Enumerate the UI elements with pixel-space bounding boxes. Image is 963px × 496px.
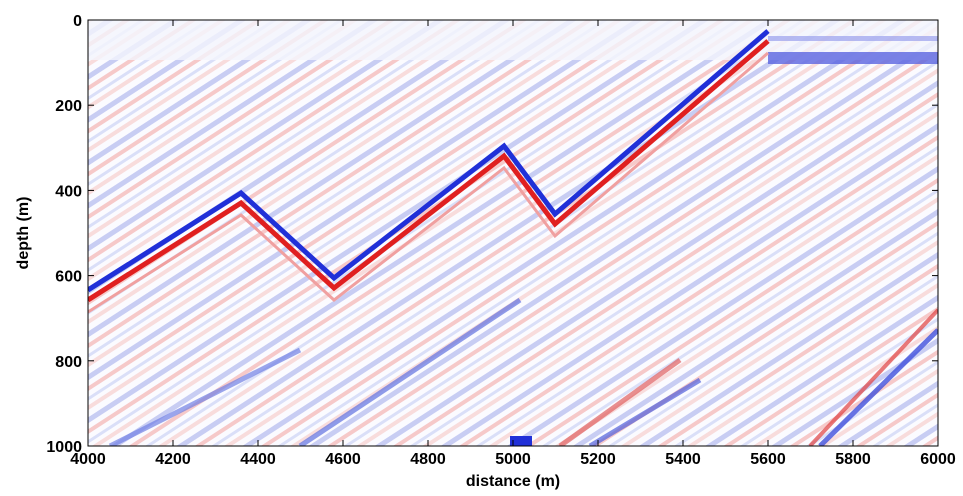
x-tick-label: 5000 [495, 451, 531, 468]
reflector [510, 436, 532, 446]
y-tick-label: 200 [55, 98, 82, 115]
reflector [298, 297, 522, 446]
y-tick-label: 600 [55, 269, 82, 286]
seismic-image [88, 20, 938, 446]
reflector [88, 29, 770, 293]
y-tick-label: 800 [55, 354, 82, 371]
reflector [88, 51, 769, 314]
x-tick-label: 5200 [580, 451, 616, 468]
reflector [558, 357, 682, 446]
reflector [88, 39, 770, 303]
y-axis-label: depth (m) [15, 197, 32, 270]
reflector [108, 347, 302, 446]
x-tick-label: 4600 [325, 451, 361, 468]
reflector [768, 36, 938, 41]
reflector [808, 308, 938, 446]
reflector [768, 52, 938, 64]
x-tick-label: 5400 [665, 451, 701, 468]
image-background [88, 20, 938, 446]
x-tick-label: 4200 [155, 451, 191, 468]
y-tick-label: 400 [55, 183, 82, 200]
x-tick-label: 5600 [750, 451, 786, 468]
x-tick-label: 4400 [240, 451, 276, 468]
reflector [588, 377, 702, 446]
y-tick-label: 1000 [46, 439, 82, 456]
x-tick-label: 6000 [920, 451, 956, 468]
x-tick-label: 4800 [410, 451, 446, 468]
x-axis-label: distance (m) [466, 473, 560, 490]
y-tick-label: 0 [73, 13, 82, 30]
reflector [818, 328, 938, 446]
x-tick-label: 4000 [70, 451, 106, 468]
x-tick-label: 5800 [835, 451, 871, 468]
